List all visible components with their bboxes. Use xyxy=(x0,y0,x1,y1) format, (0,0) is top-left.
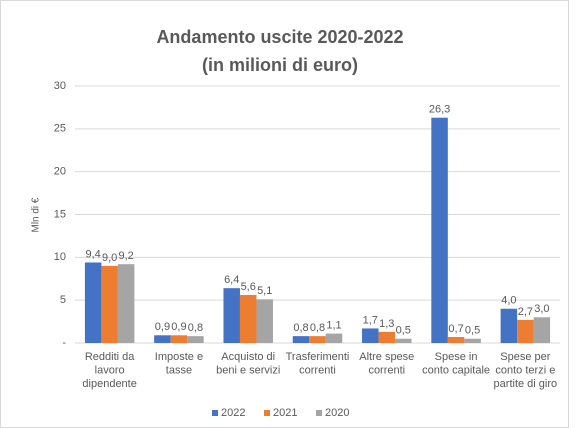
data-label: 0,8 xyxy=(293,322,308,334)
x-tick-label: Altre spese xyxy=(359,351,414,363)
data-label: 0,8 xyxy=(310,322,325,334)
legend-label: 2022 xyxy=(221,407,245,419)
legend-swatch xyxy=(316,410,322,416)
data-label: 0,5 xyxy=(465,325,480,337)
bar xyxy=(154,335,171,343)
x-tick-label: correnti xyxy=(368,364,405,376)
bar xyxy=(464,338,481,343)
x-tick-label: partite di giro xyxy=(494,378,558,390)
x-tick-label: beni e servizi xyxy=(216,364,280,376)
data-label: 1,1 xyxy=(326,319,341,331)
data-label: 9,2 xyxy=(118,250,133,262)
bar xyxy=(325,333,343,343)
data-label: 0,5 xyxy=(396,325,411,337)
data-label: 2,7 xyxy=(518,306,533,318)
bar xyxy=(223,288,240,343)
bar xyxy=(517,319,534,343)
data-label: 1,7 xyxy=(363,314,378,326)
y-tick-label: 5 xyxy=(60,294,66,306)
bar xyxy=(309,336,326,343)
bar xyxy=(101,265,118,343)
y-tick-label: - xyxy=(62,337,66,349)
data-label: 5,6 xyxy=(241,281,256,293)
bar xyxy=(395,338,412,343)
x-tick-label: lavoro xyxy=(95,364,125,376)
data-label: 9,0 xyxy=(102,252,117,264)
data-label: 0,7 xyxy=(448,323,463,335)
data-label: 26,3 xyxy=(429,104,450,116)
x-tick-label: Imposte e xyxy=(155,351,203,363)
legend-label: 2021 xyxy=(273,407,297,419)
data-label: 5,1 xyxy=(257,285,272,297)
y-tick-label: 15 xyxy=(54,208,66,220)
x-tick-label: tasse xyxy=(166,364,192,376)
bar xyxy=(431,117,448,344)
data-label: 6,4 xyxy=(224,274,239,286)
x-tick-label: conto capitale xyxy=(422,364,490,376)
legend-label: 2020 xyxy=(325,407,349,419)
x-tick-label: Trasferimenti xyxy=(286,351,350,363)
bar xyxy=(170,335,188,343)
bar xyxy=(533,317,551,343)
x-tick-label: Redditi da xyxy=(85,351,135,363)
bar xyxy=(447,337,465,343)
data-label: 1,3 xyxy=(379,318,394,330)
data-label: 0,9 xyxy=(155,321,170,333)
y-tick-label: 10 xyxy=(54,251,66,263)
data-label: 0,9 xyxy=(171,321,186,333)
y-tick-label: 25 xyxy=(54,123,66,135)
data-label: 9,4 xyxy=(85,248,100,260)
legend-swatch xyxy=(212,410,218,416)
bar xyxy=(500,308,518,343)
bar xyxy=(187,336,204,343)
data-label: 0,8 xyxy=(188,322,203,334)
x-tick-label: dipendente xyxy=(82,378,136,390)
y-tick-label: 20 xyxy=(54,166,66,178)
bar xyxy=(292,336,310,343)
bar xyxy=(378,331,396,343)
data-label: 3,0 xyxy=(534,303,549,315)
x-tick-label: Spese in xyxy=(435,351,478,363)
bar xyxy=(362,328,379,343)
bar xyxy=(239,295,257,343)
data-label: 4,0 xyxy=(501,295,516,307)
chart-subtitle: (in milioni di euro) xyxy=(202,55,358,75)
bar xyxy=(84,262,102,343)
x-tick-label: conto terzi e xyxy=(495,364,555,376)
x-tick-label: Acquisto di xyxy=(221,351,275,363)
bar xyxy=(117,264,135,343)
x-tick-label: Spese per xyxy=(500,351,550,363)
y-tick-label: 30 xyxy=(54,80,66,92)
x-tick-label: correnti xyxy=(299,364,336,376)
y-axis-label: Mln di € xyxy=(31,197,42,232)
bar xyxy=(256,299,273,343)
chart-title: Andamento uscite 2020-2022 xyxy=(156,27,403,47)
legend-swatch xyxy=(264,410,270,416)
